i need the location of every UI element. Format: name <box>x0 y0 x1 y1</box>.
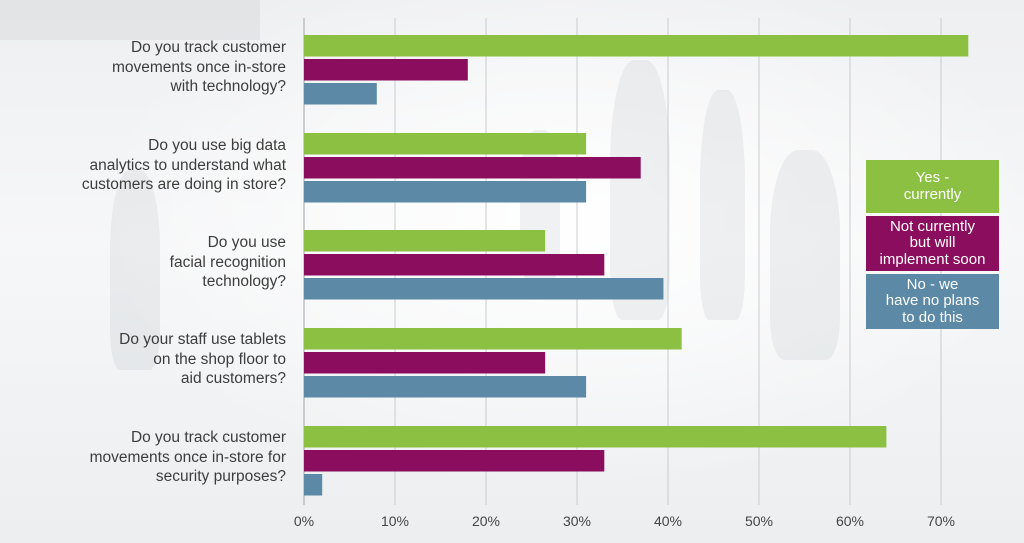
category-label: Do you use facial recognition technology… <box>169 234 286 290</box>
bar <box>304 230 546 252</box>
bar <box>304 278 664 300</box>
x-tick-label: 30% <box>563 513 591 529</box>
x-tick-label: 50% <box>745 513 773 529</box>
bars <box>304 35 969 496</box>
bar <box>304 35 969 57</box>
bar <box>304 254 605 276</box>
x-tick-label: 0% <box>294 513 314 529</box>
x-tick-label: 70% <box>927 513 955 529</box>
bar <box>304 133 587 155</box>
x-tick-label: 10% <box>381 513 409 529</box>
bar <box>304 376 587 398</box>
legend-item-no-plans: No - we have no plans to do this <box>866 274 999 329</box>
bar <box>304 157 641 179</box>
category-label: Do you track customer movements once in-… <box>89 429 286 485</box>
x-tick-label: 20% <box>472 513 500 529</box>
legend-item-not-currently: Not currently but will implement soon <box>866 216 999 271</box>
bar <box>304 59 468 81</box>
category-label: Do you track customer movements once in-… <box>111 39 286 95</box>
bar <box>304 83 377 105</box>
bar <box>304 426 887 448</box>
legend-item-yes-currently: Yes - currently <box>866 160 999 213</box>
x-tick-label: 60% <box>836 513 864 529</box>
category-label: Do you use big data analytics to underst… <box>81 137 286 193</box>
bar <box>304 474 323 496</box>
category-label: Do your staff use tablets on the shop fl… <box>119 331 286 387</box>
bar <box>304 450 605 472</box>
bar <box>304 352 546 374</box>
x-tick-label: 40% <box>654 513 682 529</box>
bar <box>304 181 587 203</box>
bar <box>304 328 682 350</box>
x-axis-ticks: 0% 10% 20% 30% 40% 50% 60% 70% <box>294 513 955 529</box>
